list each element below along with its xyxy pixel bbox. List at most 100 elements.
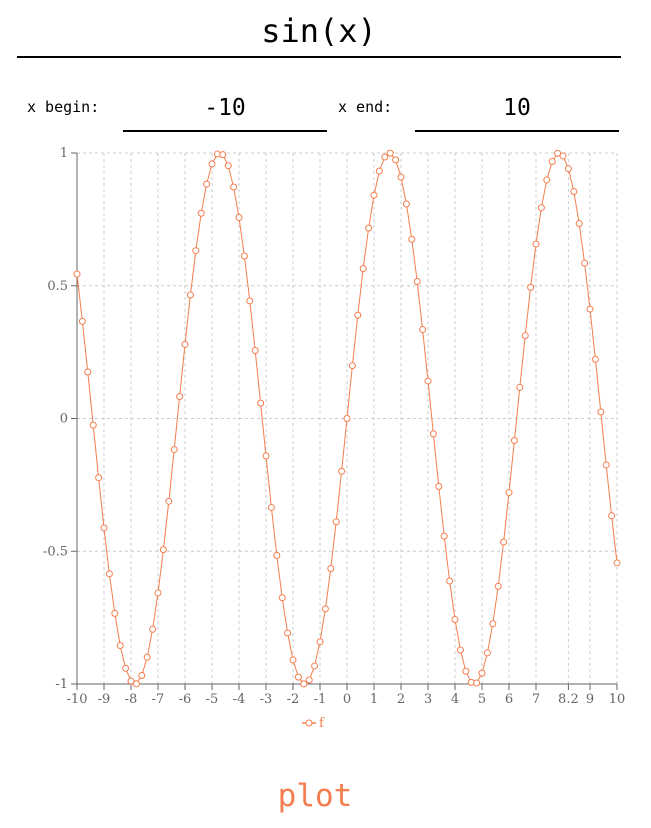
legend-label: f: [319, 716, 325, 731]
x-tick-label: 6: [505, 692, 513, 707]
data-point: [219, 151, 227, 159]
data-point: [122, 664, 130, 672]
data-point: [321, 605, 329, 613]
x-tick-label: 7: [532, 692, 540, 707]
x-tick-label: -9: [98, 692, 111, 707]
data-point: [408, 235, 416, 243]
data-point: [608, 512, 616, 520]
x-begin-input[interactable]: [123, 86, 327, 132]
data-point: [392, 156, 400, 164]
data-point: [278, 594, 286, 602]
x-tick-label: -1: [314, 692, 327, 707]
y-tick-label: 1: [60, 146, 68, 161]
data-point: [240, 252, 248, 260]
data-point: [192, 247, 200, 255]
data-point: [300, 680, 308, 688]
data-point: [111, 609, 119, 617]
x-begin-label: x begin:: [27, 98, 100, 116]
x-tick-label: 3: [424, 692, 432, 707]
data-point: [494, 582, 502, 590]
data-point: [316, 638, 324, 646]
y-tick-label: -0.5: [43, 544, 68, 559]
data-point: [273, 551, 281, 559]
data-point: [116, 642, 124, 650]
data-point: [149, 625, 157, 633]
data-point: [343, 415, 351, 422]
data-point: [419, 326, 427, 334]
data-point: [348, 362, 356, 370]
data-point: [197, 209, 205, 217]
data-point: [365, 224, 373, 232]
x-tick-label: 8.2: [558, 692, 579, 707]
data-point: [165, 497, 173, 505]
data-point: [483, 649, 491, 657]
data-point: [397, 173, 405, 181]
x-tick-label: -3: [260, 692, 273, 707]
x-tick-label: -5: [206, 692, 219, 707]
data-point: [456, 646, 464, 654]
data-point: [176, 392, 184, 400]
data-point: [159, 546, 167, 554]
data-point: [591, 355, 599, 363]
x-tick-label: -2: [287, 692, 300, 707]
data-point: [478, 669, 486, 677]
data-point: [132, 680, 140, 688]
data-point: [451, 615, 459, 623]
plot-button[interactable]: plot: [255, 772, 375, 820]
x-tick-label: -6: [179, 692, 192, 707]
data-point: [73, 270, 81, 278]
x-tick-label: 5: [478, 692, 486, 707]
chart-axes: -10 -9 -8 -7 -6 -5 -4 -3 -2 -1 0 1 2 3 4 5 6 7 8.2 9 10-1-0.…: [43, 146, 625, 707]
data-point: [505, 489, 513, 497]
data-point: [105, 570, 113, 578]
chart-series: [73, 149, 621, 688]
data-point: [203, 180, 211, 188]
x-tick-label: 2: [397, 692, 405, 707]
data-point: [575, 220, 583, 228]
data-point: [230, 183, 238, 191]
data-point: [235, 214, 243, 222]
data-point: [424, 377, 432, 385]
data-point: [446, 577, 454, 585]
data-point: [89, 421, 97, 429]
x-tick-label: -4: [233, 692, 246, 707]
data-point: [224, 162, 232, 170]
data-point: [95, 474, 103, 482]
data-point: [181, 340, 189, 348]
data-point: [305, 676, 313, 684]
legend-marker-icon: [305, 719, 313, 727]
data-point: [554, 149, 562, 157]
function-input[interactable]: [17, 6, 621, 58]
data-point: [208, 160, 216, 168]
data-point: [413, 278, 421, 286]
data-point: [570, 187, 578, 195]
data-point: [143, 653, 151, 661]
data-point: [564, 165, 572, 173]
y-tick-label: 0.5: [47, 279, 68, 294]
y-tick-label: -1: [55, 677, 68, 692]
data-point: [543, 176, 551, 184]
x-tick-label: 0: [343, 692, 351, 707]
data-point: [78, 317, 86, 325]
data-point: [597, 408, 605, 416]
data-point: [402, 200, 410, 208]
data-point: [521, 332, 529, 340]
data-point: [251, 347, 259, 355]
data-point: [327, 565, 335, 573]
data-point: [527, 283, 535, 291]
data-point: [375, 167, 383, 175]
data-point: [186, 291, 194, 299]
data-point: [581, 259, 589, 267]
function-chart: -10 -9 -8 -7 -6 -5 -4 -3 -2 -1 0 1 2 3 4 5 6 7 8.2 9 10-1-0.…: [43, 146, 625, 731]
x-tick-label: 4: [451, 692, 459, 707]
chart-grid: [76, 152, 618, 685]
x-end-input[interactable]: [415, 86, 619, 132]
data-point: [138, 672, 146, 680]
x-tick-label: 1: [370, 692, 378, 707]
data-point: [332, 518, 340, 526]
data-point: [386, 149, 394, 157]
data-point: [435, 482, 443, 490]
data-point: [267, 503, 275, 511]
data-point: [170, 446, 178, 454]
data-point: [359, 264, 367, 272]
